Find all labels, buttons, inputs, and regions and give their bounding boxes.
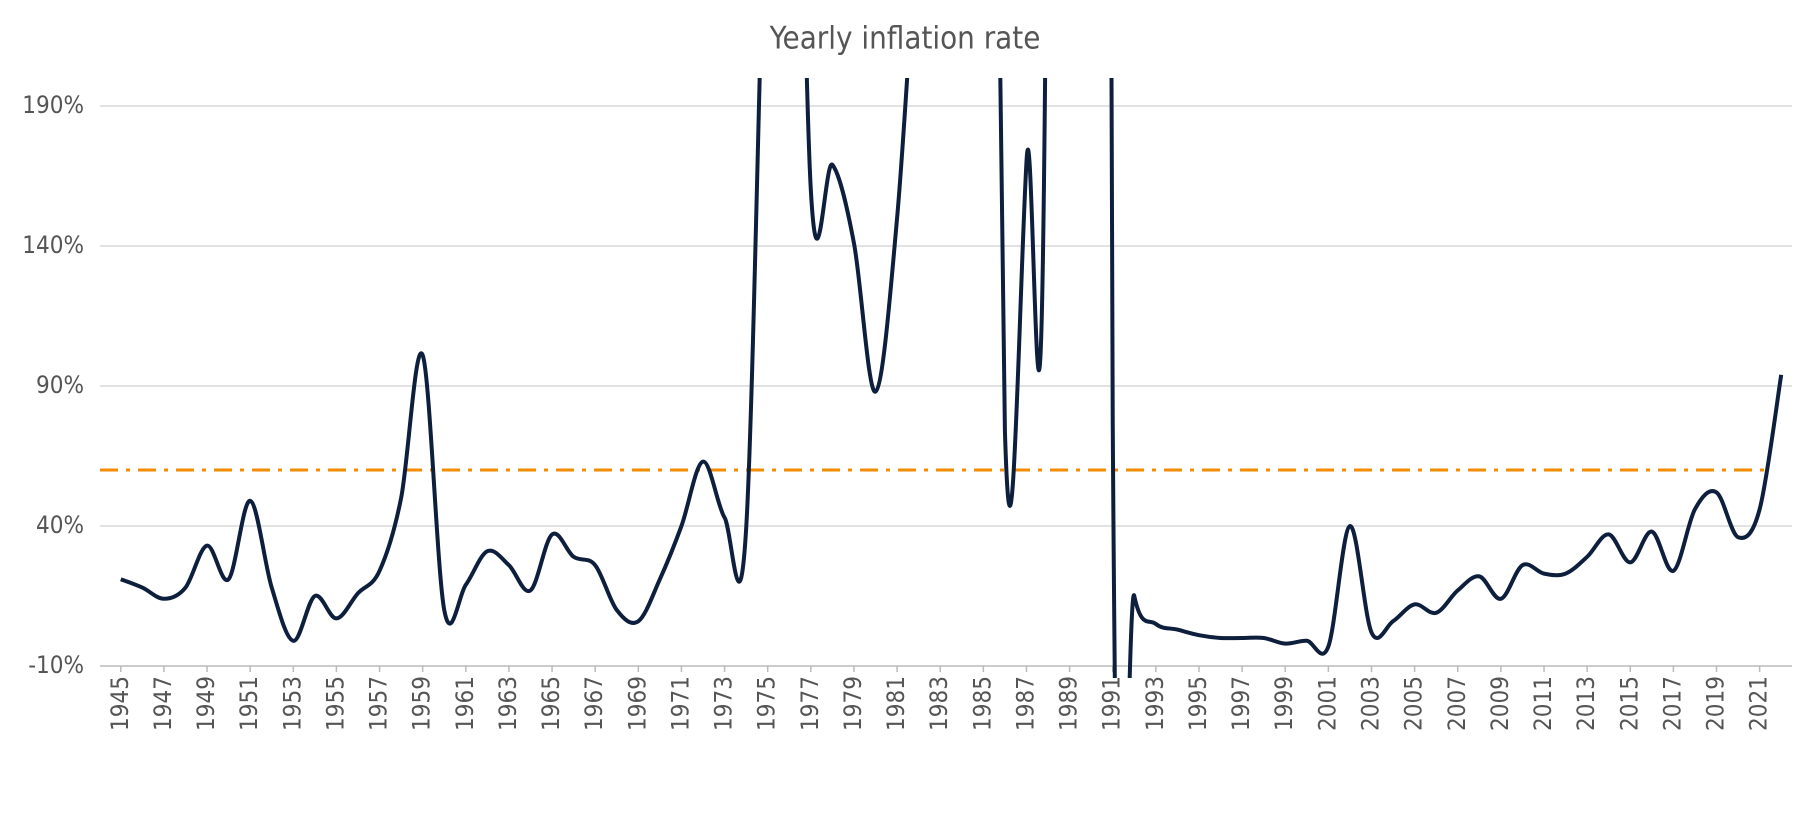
x-tick-label: 1971 <box>666 676 694 731</box>
y-tick-label: -10% <box>28 651 84 679</box>
y-tick-label: 140% <box>22 231 84 259</box>
x-tick-label: 1955 <box>321 676 349 731</box>
chart-title: Yearly inflation rate <box>769 21 1041 57</box>
x-tick-label: 1965 <box>537 676 565 731</box>
x-tick-label: 1981 <box>882 676 910 731</box>
x-tick-label: 1987 <box>1011 676 1039 731</box>
y-tick-label: 90% <box>36 371 84 399</box>
x-tick-label: 2007 <box>1443 676 1471 731</box>
x-tick-label: 1963 <box>494 676 522 731</box>
x-tick-label: 1969 <box>623 676 651 731</box>
x-tick-label: 2019 <box>1702 676 1730 731</box>
x-tick-label: 1961 <box>451 676 479 731</box>
x-tick-label: 1993 <box>1141 676 1169 731</box>
x-tick-label: 2005 <box>1400 676 1428 731</box>
x-tick-label: 2015 <box>1615 676 1643 731</box>
x-tick-label: 1991 <box>1098 676 1126 731</box>
x-tick-label: 1949 <box>192 676 220 731</box>
x-tick-label: 1973 <box>710 676 738 731</box>
x-tick-label: 1999 <box>1270 676 1298 731</box>
x-tick-label: 1967 <box>580 676 608 731</box>
x-tick-label: 1995 <box>1184 676 1212 731</box>
x-tick-label: 1951 <box>235 676 263 731</box>
x-tick-label: 2013 <box>1572 676 1600 731</box>
x-tick-label: 2001 <box>1313 676 1341 731</box>
x-tick-label: 2011 <box>1529 676 1557 731</box>
x-tick-label: 1983 <box>925 676 953 731</box>
x-tick-label: 1945 <box>106 676 134 731</box>
x-tick-label: 1959 <box>408 676 436 731</box>
x-tick-label: 2003 <box>1357 676 1385 731</box>
x-tick-label: 1977 <box>796 676 824 731</box>
data-line <box>120 78 1784 678</box>
x-tick-label: 1989 <box>1055 676 1083 731</box>
y-tick-label: 190% <box>22 91 84 119</box>
x-tick-label: 1979 <box>839 676 867 731</box>
x-tick-label: 1997 <box>1227 676 1255 731</box>
x-tick-label: 2009 <box>1486 676 1514 731</box>
x-tick-label: 1985 <box>968 676 996 731</box>
x-tick-label: 1947 <box>149 676 177 731</box>
x-tick-label: 1953 <box>278 676 306 731</box>
x-tick-label: 1957 <box>365 676 393 731</box>
y-tick-label: 40% <box>36 511 84 539</box>
x-tick-label: 2017 <box>1658 676 1686 731</box>
x-tick-label: 1975 <box>753 676 781 731</box>
x-tick-label: 2021 <box>1745 676 1773 731</box>
